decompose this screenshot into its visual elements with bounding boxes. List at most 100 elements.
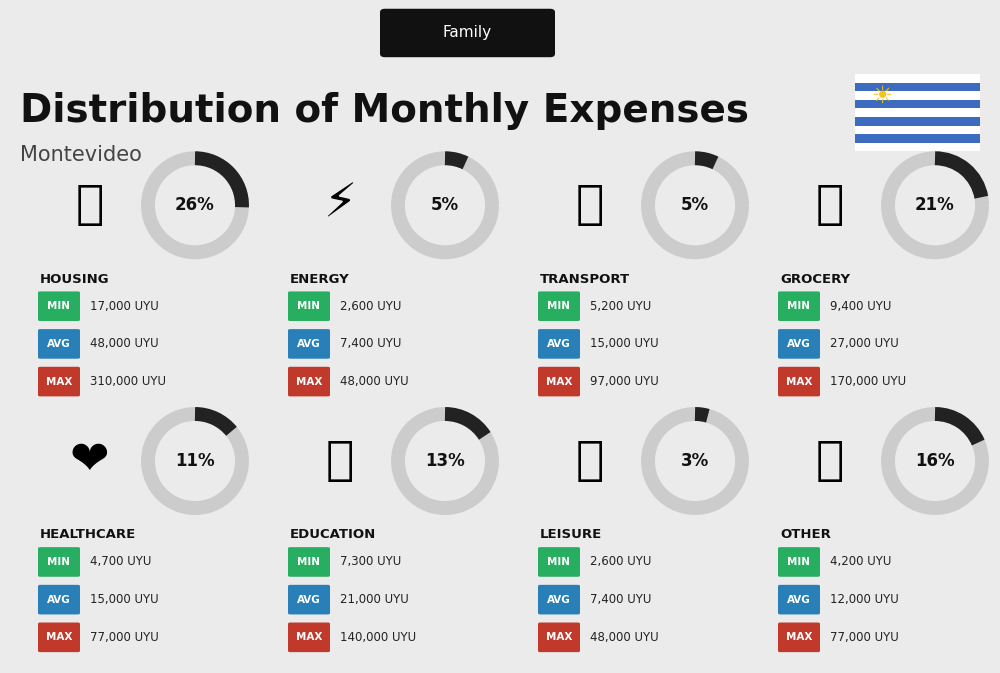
FancyBboxPatch shape: [538, 329, 580, 359]
Text: 21,000 UYU: 21,000 UYU: [340, 593, 409, 606]
Text: 21%: 21%: [915, 197, 955, 214]
Text: MAX: MAX: [46, 633, 72, 642]
Text: 48,000 UYU: 48,000 UYU: [340, 375, 409, 388]
FancyBboxPatch shape: [38, 585, 80, 614]
FancyBboxPatch shape: [855, 83, 980, 92]
Text: Montevideo: Montevideo: [20, 145, 142, 165]
FancyBboxPatch shape: [538, 547, 580, 577]
Text: 17,000 UYU: 17,000 UYU: [90, 299, 159, 313]
Text: ENERGY: ENERGY: [290, 273, 350, 285]
FancyBboxPatch shape: [538, 291, 580, 321]
Text: 7,400 UYU: 7,400 UYU: [340, 337, 401, 351]
Text: 4,700 UYU: 4,700 UYU: [90, 555, 151, 569]
Text: 12,000 UYU: 12,000 UYU: [830, 593, 899, 606]
FancyBboxPatch shape: [288, 291, 330, 321]
FancyBboxPatch shape: [855, 117, 980, 126]
Text: 11%: 11%: [175, 452, 215, 470]
Text: 15,000 UYU: 15,000 UYU: [590, 337, 659, 351]
FancyBboxPatch shape: [38, 623, 80, 652]
Text: HEALTHCARE: HEALTHCARE: [40, 528, 136, 541]
Text: ⚡: ⚡: [323, 183, 357, 227]
Text: AVG: AVG: [297, 339, 321, 349]
FancyBboxPatch shape: [538, 623, 580, 652]
Text: HOUSING: HOUSING: [40, 273, 110, 285]
Text: TRANSPORT: TRANSPORT: [540, 273, 630, 285]
FancyBboxPatch shape: [538, 585, 580, 614]
Text: AVG: AVG: [547, 595, 571, 604]
Text: 9,400 UYU: 9,400 UYU: [830, 299, 891, 313]
Text: AVG: AVG: [787, 339, 811, 349]
FancyBboxPatch shape: [778, 547, 820, 577]
Text: AVG: AVG: [297, 595, 321, 604]
Text: 13%: 13%: [425, 452, 465, 470]
FancyBboxPatch shape: [288, 367, 330, 396]
FancyBboxPatch shape: [288, 623, 330, 652]
Text: AVG: AVG: [787, 595, 811, 604]
Text: 140,000 UYU: 140,000 UYU: [340, 631, 416, 644]
Text: 27,000 UYU: 27,000 UYU: [830, 337, 899, 351]
FancyBboxPatch shape: [538, 367, 580, 396]
Text: 7,400 UYU: 7,400 UYU: [590, 593, 651, 606]
Text: 16%: 16%: [915, 452, 955, 470]
FancyBboxPatch shape: [38, 291, 80, 321]
FancyBboxPatch shape: [778, 623, 820, 652]
Text: MAX: MAX: [296, 377, 322, 386]
FancyBboxPatch shape: [288, 329, 330, 359]
Text: Family: Family: [443, 26, 492, 40]
Text: 🛍️: 🛍️: [576, 439, 604, 483]
Text: 77,000 UYU: 77,000 UYU: [90, 631, 159, 644]
Text: 🛒: 🛒: [816, 183, 844, 227]
Text: MIN: MIN: [788, 557, 810, 567]
Text: 3%: 3%: [681, 452, 709, 470]
FancyBboxPatch shape: [380, 9, 555, 57]
FancyBboxPatch shape: [38, 329, 80, 359]
Text: MAX: MAX: [46, 377, 72, 386]
Text: 5,200 UYU: 5,200 UYU: [590, 299, 651, 313]
FancyBboxPatch shape: [855, 134, 980, 143]
Text: MAX: MAX: [786, 633, 812, 642]
FancyBboxPatch shape: [288, 547, 330, 577]
Text: AVG: AVG: [547, 339, 571, 349]
Text: 2,600 UYU: 2,600 UYU: [340, 299, 401, 313]
Text: MIN: MIN: [298, 557, 320, 567]
Text: MIN: MIN: [48, 557, 70, 567]
Text: MAX: MAX: [786, 377, 812, 386]
FancyBboxPatch shape: [778, 291, 820, 321]
Text: MIN: MIN: [48, 302, 70, 311]
FancyBboxPatch shape: [855, 74, 980, 151]
Text: 48,000 UYU: 48,000 UYU: [590, 631, 659, 644]
Text: Distribution of Monthly Expenses: Distribution of Monthly Expenses: [20, 92, 749, 130]
Text: MAX: MAX: [546, 633, 572, 642]
FancyBboxPatch shape: [38, 547, 80, 577]
Text: 5%: 5%: [431, 197, 459, 214]
Text: GROCERY: GROCERY: [780, 273, 850, 285]
Text: 👛: 👛: [816, 439, 844, 483]
Text: 310,000 UYU: 310,000 UYU: [90, 375, 166, 388]
Text: AVG: AVG: [47, 339, 71, 349]
FancyBboxPatch shape: [855, 100, 980, 108]
Text: OTHER: OTHER: [780, 528, 831, 541]
Text: MIN: MIN: [788, 302, 810, 311]
FancyBboxPatch shape: [778, 367, 820, 396]
Text: 77,000 UYU: 77,000 UYU: [830, 631, 899, 644]
Text: 4,200 UYU: 4,200 UYU: [830, 555, 891, 569]
Text: 🚌: 🚌: [576, 183, 604, 227]
Text: 26%: 26%: [175, 197, 215, 214]
Text: 2,600 UYU: 2,600 UYU: [590, 555, 651, 569]
Text: 15,000 UYU: 15,000 UYU: [90, 593, 159, 606]
Text: 5%: 5%: [681, 197, 709, 214]
Text: ☀: ☀: [871, 83, 893, 108]
Text: EDUCATION: EDUCATION: [290, 528, 376, 541]
Text: MAX: MAX: [546, 377, 572, 386]
Text: 🏗: 🏗: [76, 183, 104, 227]
FancyBboxPatch shape: [38, 367, 80, 396]
Text: LEISURE: LEISURE: [540, 528, 602, 541]
Text: AVG: AVG: [47, 595, 71, 604]
Text: MIN: MIN: [548, 557, 570, 567]
Text: 97,000 UYU: 97,000 UYU: [590, 375, 659, 388]
Text: 48,000 UYU: 48,000 UYU: [90, 337, 159, 351]
Text: ❤️: ❤️: [70, 439, 110, 483]
Text: MAX: MAX: [296, 633, 322, 642]
Text: MIN: MIN: [298, 302, 320, 311]
FancyBboxPatch shape: [288, 585, 330, 614]
